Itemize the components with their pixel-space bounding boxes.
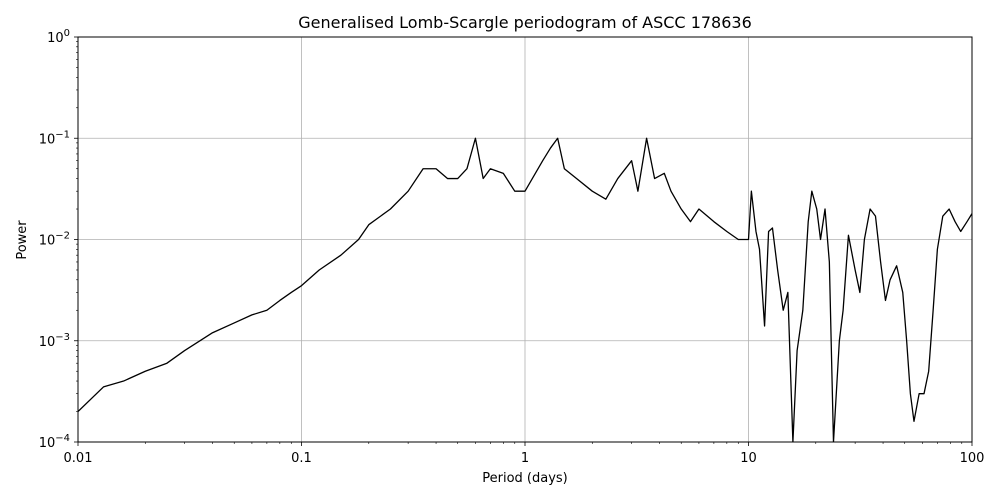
y-tick-labels: 10−4 10−3 10−2 10−1 100 — [39, 28, 70, 451]
x-tick-label: 10 — [740, 451, 757, 466]
chart-title: Generalised Lomb-Scargle periodogram of … — [298, 13, 752, 32]
x-axis-label: Period (days) — [482, 471, 568, 486]
x-tick-label: 1 — [521, 451, 529, 466]
x-tick-label: 0.1 — [291, 451, 312, 466]
series-layer — [78, 137, 972, 442]
major-ticks — [74, 36, 973, 446]
y-tick-label: 10−3 — [39, 332, 70, 350]
x-tick-labels: 0.01 0.1 1 10 100 — [64, 451, 985, 466]
x-tick-label: 0.01 — [64, 451, 93, 466]
plot-frame — [77, 36, 973, 443]
y-axis-label: Power — [15, 220, 30, 260]
y-tick-label: 10−4 — [39, 433, 70, 451]
x-tick-label: 100 — [960, 451, 985, 466]
periodogram-series-line — [78, 137, 972, 442]
y-tick-label: 100 — [47, 28, 70, 46]
y-tick-label: 10−1 — [39, 129, 70, 147]
y-tick-label: 10−2 — [39, 231, 70, 249]
